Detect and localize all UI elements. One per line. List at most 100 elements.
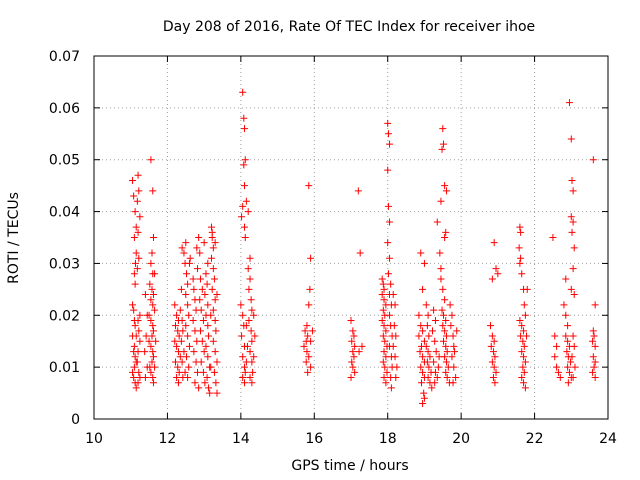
data-point <box>180 249 188 257</box>
data-point <box>208 228 216 236</box>
x-tick-label: 20 <box>452 431 470 447</box>
data-point <box>209 265 217 273</box>
data-point <box>591 374 599 382</box>
data-point <box>147 259 155 267</box>
data-point <box>553 342 561 350</box>
data-point <box>303 348 311 356</box>
data-point <box>249 368 257 376</box>
data-point <box>488 332 496 340</box>
data-point <box>390 322 398 330</box>
data-point <box>147 156 155 164</box>
data-point <box>439 125 447 133</box>
data-point <box>186 254 194 262</box>
data-point <box>591 301 599 309</box>
data-point <box>148 358 156 366</box>
data-point <box>305 353 313 361</box>
data-point <box>423 322 431 330</box>
data-point <box>347 374 355 382</box>
data-point <box>198 285 206 293</box>
data-point <box>419 285 427 293</box>
data-point <box>519 363 527 371</box>
data-point <box>448 311 456 319</box>
data-point <box>178 358 186 366</box>
data-point <box>189 316 197 324</box>
data-point <box>521 358 529 366</box>
data-point <box>195 384 203 392</box>
data-point <box>135 254 143 262</box>
data-point <box>246 374 254 382</box>
data-point <box>419 327 427 335</box>
data-point <box>567 213 575 221</box>
data-point <box>560 301 568 309</box>
data-point <box>433 218 441 226</box>
data-point <box>185 342 193 350</box>
data-point <box>523 285 531 293</box>
y-tick-label: 0.05 <box>49 153 80 169</box>
data-point <box>185 311 193 319</box>
data-point <box>213 389 221 397</box>
data-point <box>196 249 204 257</box>
data-point <box>130 234 138 241</box>
data-point <box>149 234 157 241</box>
data-point <box>213 291 221 299</box>
data-point <box>136 337 144 345</box>
data-point <box>382 327 390 335</box>
data-point <box>131 322 139 330</box>
data-point <box>213 358 221 366</box>
data-point <box>562 311 570 319</box>
data-point <box>195 234 203 241</box>
data-point <box>518 348 526 356</box>
data-point <box>378 316 386 324</box>
data-point <box>190 348 198 356</box>
data-point <box>492 368 500 376</box>
data-point <box>148 249 156 257</box>
data-point <box>516 259 524 267</box>
data-point <box>202 270 210 278</box>
data-point <box>348 358 356 366</box>
data-point <box>516 223 524 231</box>
data-point <box>201 379 209 387</box>
data-point <box>207 223 215 231</box>
data-point <box>182 239 190 247</box>
data-point <box>241 125 249 133</box>
data-point <box>308 327 316 335</box>
data-point <box>241 363 249 371</box>
data-point <box>590 363 598 371</box>
data-point <box>178 316 186 324</box>
data-point <box>520 379 528 387</box>
plot-frame <box>93 55 609 420</box>
data-point <box>184 332 192 340</box>
x-tick-label: 24 <box>599 431 617 447</box>
data-point <box>149 353 157 361</box>
data-point <box>241 234 249 241</box>
data-point <box>381 337 389 345</box>
data-point <box>247 296 255 304</box>
data-point <box>570 291 578 299</box>
data-point <box>386 140 394 148</box>
data-point <box>147 368 155 376</box>
data-point <box>251 332 259 340</box>
data-point <box>420 394 428 402</box>
data-point <box>449 332 457 340</box>
data-point <box>211 296 219 304</box>
data-point <box>431 337 439 345</box>
data-point <box>568 176 576 184</box>
data-point <box>378 291 386 299</box>
data-point <box>554 368 562 376</box>
data-point <box>180 348 188 356</box>
data-point <box>131 259 139 267</box>
data-point <box>129 368 137 376</box>
data-point <box>239 311 247 319</box>
data-point <box>149 291 157 299</box>
data-point <box>378 275 386 283</box>
data-point <box>415 311 423 319</box>
data-point <box>149 322 157 330</box>
data-point <box>384 166 392 174</box>
data-point <box>244 208 252 216</box>
data-point <box>440 337 448 345</box>
data-point <box>519 337 527 345</box>
data-point <box>212 327 220 335</box>
data-point <box>564 337 572 345</box>
data-point <box>132 384 140 392</box>
data-point <box>207 311 215 319</box>
